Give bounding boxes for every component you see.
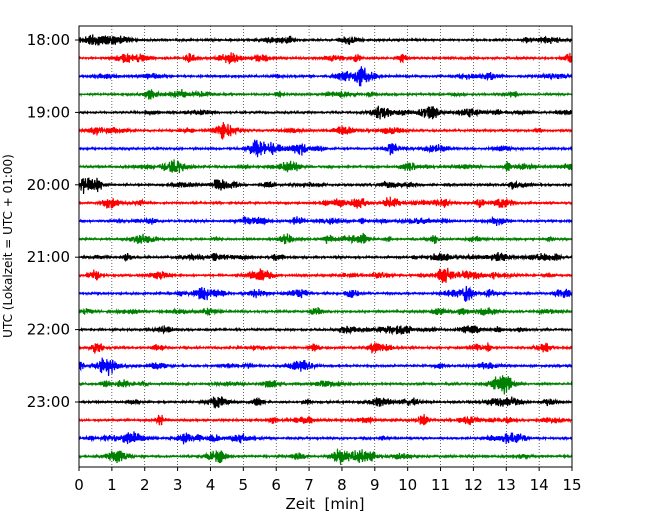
- x-tick-label: 7: [304, 476, 314, 494]
- seismogram-trace: [78, 88, 573, 100]
- x-tick-label: 11: [431, 476, 450, 494]
- x-tick-label: 0: [74, 476, 84, 494]
- x-tick-label: 6: [271, 476, 281, 494]
- seismogram-trace: [78, 396, 573, 409]
- seismogram-trace: [78, 105, 573, 120]
- y-tick-label: 23:00: [27, 393, 70, 411]
- seismogram-trace: [78, 159, 573, 174]
- y-axis-label: UTC (Lokalzeit = UTC + 01:00): [1, 154, 15, 338]
- seismogram-trace: [78, 267, 573, 284]
- seismogram-trace: [78, 357, 573, 377]
- y-tick-label: 19:00: [27, 103, 70, 121]
- seismogram-trace: [78, 306, 573, 317]
- x-tick-label: 9: [370, 476, 380, 494]
- seismogram-trace: [78, 122, 573, 140]
- x-axis-ticks: 0 1 2 3 4 5 6 7 8 9 10 11 12 13 14 15: [74, 467, 582, 494]
- seismogram-trace: [78, 196, 573, 209]
- seismogram-trace: [78, 325, 573, 336]
- x-tick-label: 1: [107, 476, 117, 494]
- x-tick-label: 8: [337, 476, 347, 494]
- x-tick-label: 15: [562, 476, 581, 494]
- seismogram-trace: [78, 232, 573, 245]
- x-tick-label: 12: [464, 476, 483, 494]
- seismogram-trace: [78, 414, 573, 426]
- seismogram-trace: [78, 448, 573, 465]
- seismogram-trace: [78, 215, 573, 227]
- y-axis-ticks: 18:00 19:00 20:00 21:00 22:00 23:00: [27, 31, 79, 411]
- seismogram-trace: [78, 342, 573, 354]
- x-tick-label: 2: [140, 476, 150, 494]
- x-tick-label: 13: [497, 476, 516, 494]
- seismogram-traces: [78, 34, 573, 465]
- x-tick-label: 5: [239, 476, 249, 494]
- x-tick-label: 14: [530, 476, 549, 494]
- x-tick-label: 3: [173, 476, 183, 494]
- seismogram-trace: [78, 375, 573, 395]
- x-axis-label: Zeit [min]: [285, 495, 364, 513]
- y-tick-label: 21:00: [27, 248, 70, 266]
- seismogram-trace: [78, 251, 573, 263]
- seismogram-trace: [78, 431, 573, 445]
- y-tick-label: 22:00: [27, 321, 70, 339]
- seismogram-trace: [78, 139, 573, 158]
- seismogram-trace: [78, 34, 573, 46]
- seismogram-trace: [78, 66, 573, 87]
- plot-frame: [78, 25, 573, 468]
- seismogram-trace: [78, 285, 573, 302]
- x-tick-label: 10: [398, 476, 417, 494]
- y-tick-label: 18:00: [27, 31, 70, 49]
- seismogram-trace: [78, 52, 573, 65]
- y-tick-label: 20:00: [27, 176, 70, 194]
- seismogram-trace: [78, 177, 573, 195]
- x-tick-label: 4: [206, 476, 216, 494]
